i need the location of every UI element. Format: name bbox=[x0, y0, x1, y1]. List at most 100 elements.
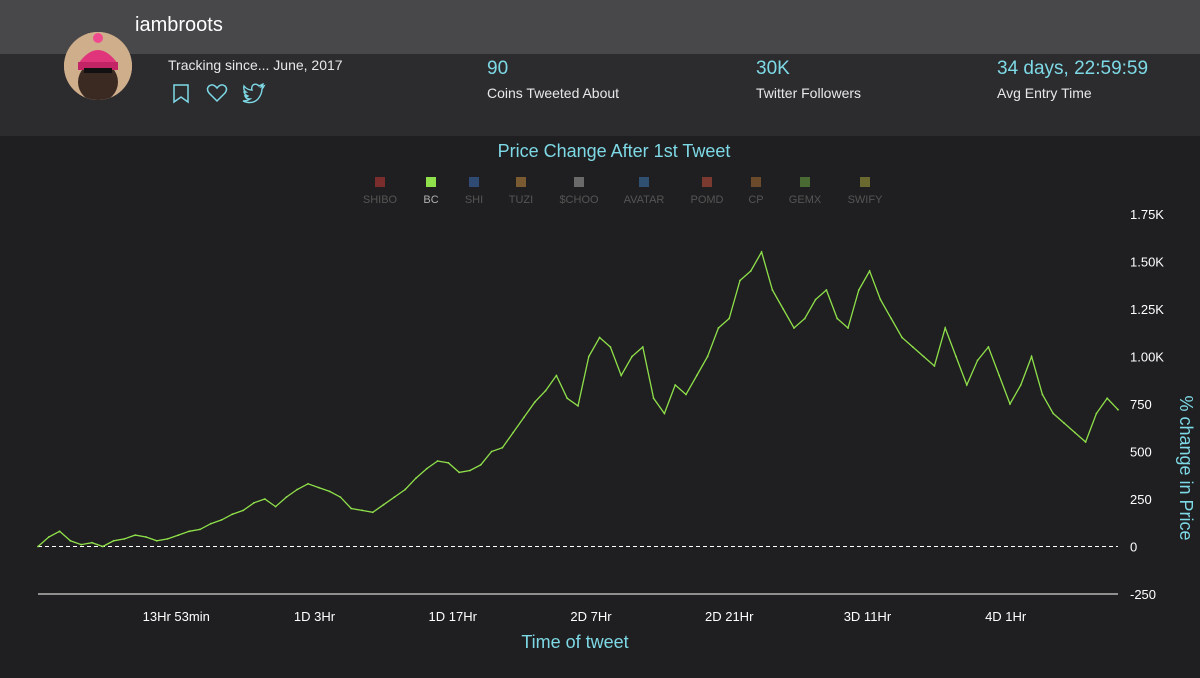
data-point bbox=[620, 374, 623, 377]
data-point bbox=[1106, 397, 1109, 400]
data-point bbox=[1030, 355, 1033, 358]
data-point bbox=[469, 469, 471, 472]
legend-label: $CHOO bbox=[559, 194, 599, 206]
data-point bbox=[1009, 403, 1011, 405]
legend-label: POMD bbox=[691, 194, 724, 206]
data-point bbox=[771, 289, 774, 291]
stat-coins: 90 Coins Tweeted About bbox=[487, 58, 619, 101]
stat-label: Avg Entry Time bbox=[997, 85, 1092, 101]
legend-item-bc[interactable]: BC bbox=[423, 177, 439, 206]
data-point bbox=[253, 501, 255, 504]
data-point bbox=[285, 496, 288, 498]
stat-entry-time: 34 days, 22:59:59 Avg Entry Time bbox=[997, 58, 1148, 101]
data-point bbox=[793, 327, 795, 329]
legend-item-gemx[interactable]: GEMX bbox=[789, 177, 822, 206]
username: iambroots bbox=[135, 14, 223, 36]
data-point bbox=[101, 545, 104, 548]
stat-value: 90 bbox=[487, 58, 509, 79]
chart-title: Price Change After 1st Tweet bbox=[498, 141, 731, 161]
data-point bbox=[825, 289, 828, 291]
data-point bbox=[901, 336, 903, 339]
data-point bbox=[663, 412, 666, 415]
legend-label: AVATAR bbox=[624, 194, 665, 206]
data-point bbox=[749, 270, 752, 272]
data-point bbox=[404, 488, 407, 491]
chart-container: Price Change After 1st Tweet SHIBO BC SHI T… bbox=[0, 136, 1200, 673]
data-point bbox=[782, 308, 785, 310]
legend-item-shibo[interactable]: SHIBO bbox=[363, 177, 398, 206]
data-point bbox=[1084, 441, 1087, 443]
legend-label: SHIBO bbox=[363, 194, 398, 206]
avatar[interactable] bbox=[64, 32, 132, 100]
data-point bbox=[814, 298, 817, 301]
y-tick-label: 500 bbox=[1130, 445, 1152, 460]
legend-label: SHI bbox=[465, 194, 483, 206]
data-point bbox=[80, 543, 83, 546]
legend-item-cp[interactable]: CP bbox=[748, 177, 764, 206]
data-point bbox=[37, 545, 39, 548]
heart-icon[interactable] bbox=[206, 82, 228, 104]
stat-followers: 30K Twitter Followers bbox=[756, 58, 861, 101]
data-point bbox=[695, 374, 698, 377]
legend-item-swify[interactable]: SWIFY bbox=[848, 177, 883, 206]
data-point bbox=[123, 538, 126, 540]
twitter-icon[interactable] bbox=[242, 82, 266, 104]
data-point bbox=[1019, 384, 1022, 386]
legend-item-avatar[interactable]: AVATAR bbox=[624, 177, 665, 206]
data-point bbox=[436, 460, 439, 462]
x-tick-label: 3D 11Hr bbox=[844, 609, 892, 624]
legend-item-tuzi[interactable]: TUZI bbox=[509, 177, 533, 206]
profile-header bbox=[0, 54, 1200, 136]
legend-item-choo[interactable]: $CHOO bbox=[559, 177, 599, 206]
data-point bbox=[533, 401, 536, 403]
data-point bbox=[188, 530, 191, 533]
data-point bbox=[890, 317, 893, 320]
legend-swatch bbox=[574, 177, 584, 187]
data-point bbox=[857, 289, 860, 291]
data-point bbox=[112, 539, 115, 542]
data-point bbox=[382, 503, 385, 506]
data-point bbox=[371, 511, 374, 514]
legend-item-shi[interactable]: SHI bbox=[465, 177, 483, 206]
data-point bbox=[847, 327, 849, 329]
data-point bbox=[317, 486, 320, 489]
data-point bbox=[976, 359, 979, 362]
series-group bbox=[37, 250, 1119, 548]
data-point bbox=[177, 534, 180, 536]
data-point bbox=[911, 346, 914, 348]
data-point bbox=[987, 346, 990, 348]
chart-legend: SHIBO BC SHI TUZI $CHOO AVATAR POMD CP GEMX SWIFY bbox=[363, 177, 883, 206]
data-point bbox=[512, 431, 515, 434]
stat-value: 30K bbox=[756, 58, 790, 79]
data-point bbox=[944, 327, 947, 329]
legend-swatch bbox=[516, 177, 526, 187]
data-point bbox=[922, 355, 925, 358]
data-point bbox=[739, 279, 741, 282]
data-point bbox=[328, 490, 331, 493]
data-point bbox=[242, 509, 245, 512]
legend-item-pomd[interactable]: POMD bbox=[691, 177, 724, 206]
data-point bbox=[879, 298, 882, 301]
data-point bbox=[523, 416, 525, 419]
data-point bbox=[209, 522, 212, 525]
title-bar: iambroots bbox=[0, 0, 1200, 54]
data-point bbox=[760, 251, 763, 253]
legend-label: GEMX bbox=[789, 194, 822, 206]
data-point bbox=[339, 496, 342, 498]
stat-label: Coins Tweeted About bbox=[487, 85, 620, 101]
data-point bbox=[717, 327, 720, 329]
legend-label: CP bbox=[748, 194, 763, 206]
data-point bbox=[425, 467, 428, 470]
data-point bbox=[566, 397, 569, 400]
data-point bbox=[998, 374, 1001, 377]
data-point bbox=[577, 405, 579, 407]
bookmark-icon[interactable] bbox=[170, 82, 192, 104]
x-tick-label: 4D 1Hr bbox=[985, 609, 1027, 624]
legend-swatch bbox=[751, 177, 761, 187]
data-point bbox=[544, 389, 547, 392]
y-tick-label: 750 bbox=[1130, 397, 1152, 412]
data-point bbox=[501, 446, 504, 449]
data-point bbox=[1041, 393, 1044, 396]
data-point bbox=[91, 541, 93, 544]
data-point bbox=[220, 519, 223, 521]
